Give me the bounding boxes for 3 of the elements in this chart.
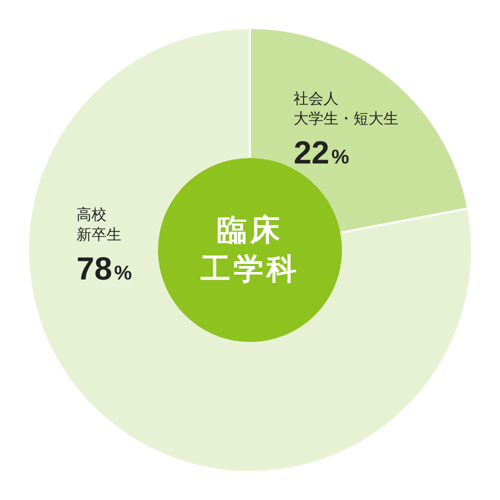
slice-label: 高校新卒生 <box>76 206 122 244</box>
slice-label: 社会人大学生・短大生 <box>294 90 399 128</box>
data-label: 78% <box>76 250 132 287</box>
